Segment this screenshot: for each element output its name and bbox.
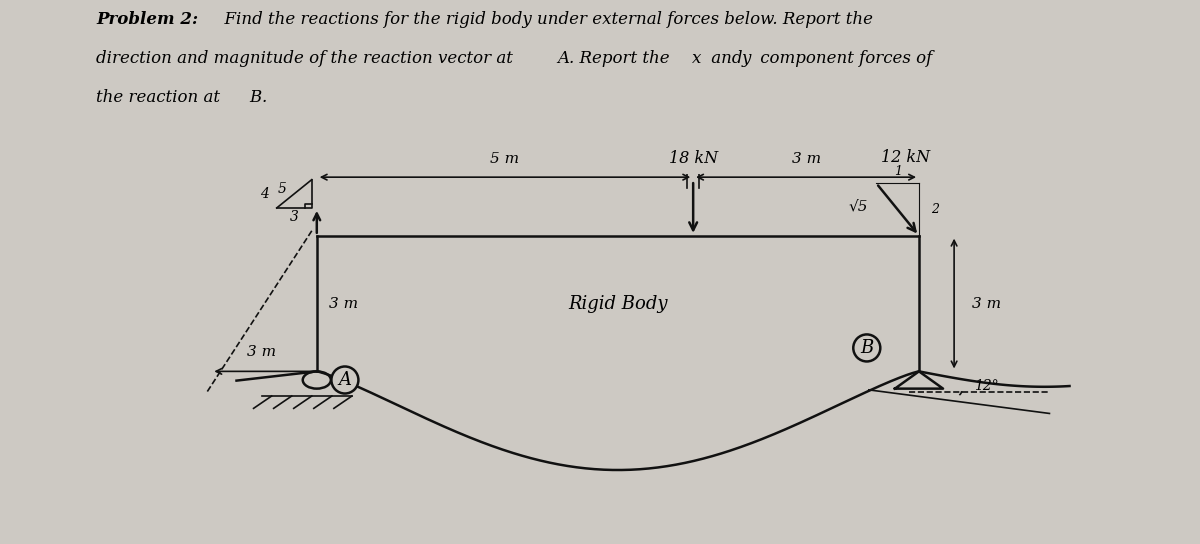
Text: Rigid Body: Rigid Body — [568, 294, 667, 313]
Text: Problem 2:: Problem 2: — [96, 11, 198, 28]
Text: B: B — [860, 339, 874, 357]
Text: 3 m: 3 m — [247, 345, 276, 359]
Text: component forces of: component forces of — [755, 50, 932, 67]
Text: 18 kN: 18 kN — [668, 150, 718, 166]
Text: direction and magnitude of the reaction vector at: direction and magnitude of the reaction … — [96, 50, 518, 67]
Text: A: A — [557, 50, 569, 67]
Text: 1: 1 — [894, 165, 901, 178]
Text: 2: 2 — [931, 203, 940, 216]
Text: the reaction at: the reaction at — [96, 89, 226, 106]
Text: B: B — [250, 89, 262, 106]
Text: x: x — [692, 50, 702, 67]
Text: 4: 4 — [260, 187, 269, 201]
Text: y: y — [742, 50, 751, 67]
Text: A: A — [338, 371, 352, 389]
Text: .: . — [262, 89, 266, 106]
Text: 3 m: 3 m — [972, 296, 1001, 311]
Text: √5: √5 — [848, 200, 869, 213]
Text: 12°: 12° — [974, 379, 998, 393]
Text: and: and — [706, 50, 748, 67]
Text: 3: 3 — [289, 209, 299, 224]
Text: 5: 5 — [277, 182, 287, 196]
Text: 3 m: 3 m — [329, 296, 358, 311]
Text: 12 kN: 12 kN — [881, 149, 930, 166]
Text: 3 m: 3 m — [792, 152, 821, 166]
Text: Find the reactions for the rigid body under external forces below. Report the: Find the reactions for the rigid body un… — [214, 11, 872, 28]
Text: . Report the: . Report the — [569, 50, 674, 67]
Text: 5 m: 5 m — [491, 152, 520, 166]
